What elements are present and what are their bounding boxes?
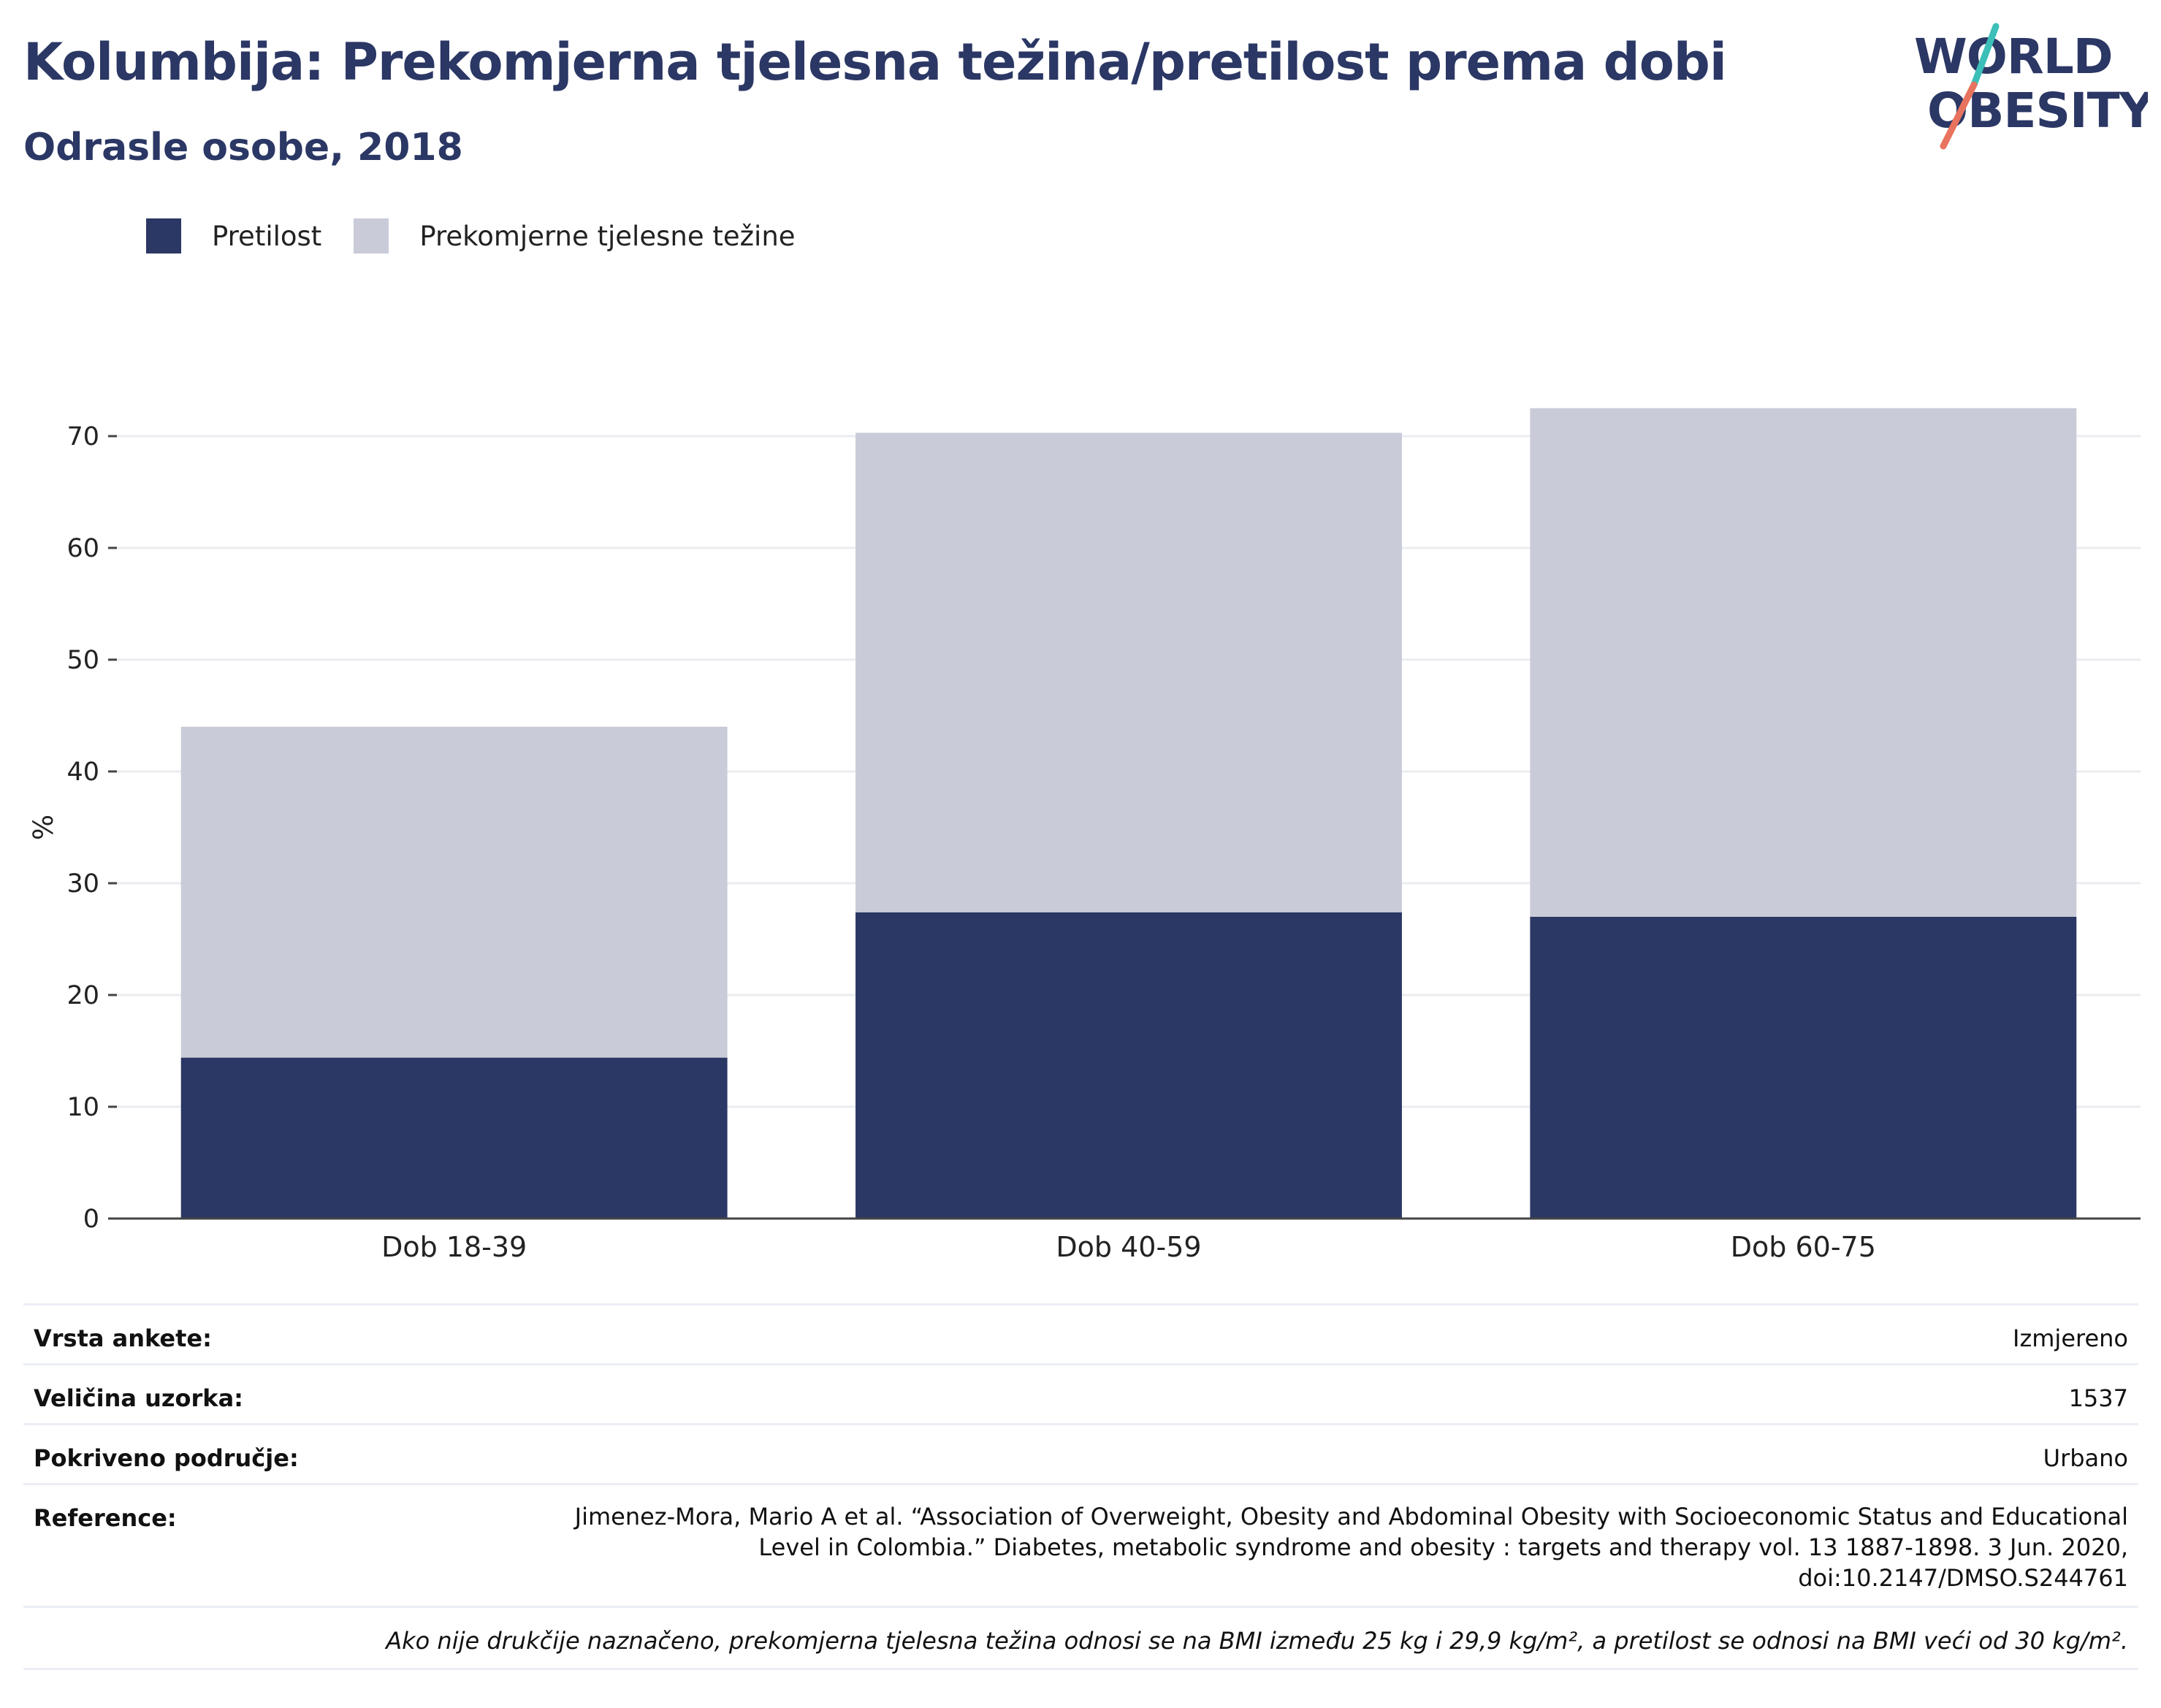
- chart-title: Kolumbija: Prekomjerna tjelesna težina/p…: [23, 32, 1727, 92]
- meta-row-coverage: Pokriveno područje: Urbano: [23, 1423, 2138, 1485]
- meta-row-survey-type: Vrsta ankete: Izmjereno: [23, 1303, 2138, 1365]
- y-tick-label-50: 50: [66, 646, 99, 675]
- meta-row-reference: Reference: Jimenez-Mora, Mario A et al. …: [23, 1483, 2138, 1608]
- logo-slash-bottom: [1940, 81, 1978, 150]
- meta-row-sample-size: Veličina uzorka: 1537: [23, 1363, 2138, 1425]
- legend-swatch-prekomjerne: [354, 218, 389, 253]
- legend-swatch-pretilost: [146, 218, 181, 253]
- y-tick-label-0: 0: [83, 1205, 99, 1234]
- x-tick-label-2: Dob 40-59: [1056, 1231, 1201, 1263]
- y-tick-label-20: 20: [66, 981, 99, 1010]
- bar-prekomjerne-2: [855, 432, 1402, 912]
- reference-value: Jimenez-Mora, Mario A et al. “Associatio…: [574, 1503, 2128, 1592]
- survey-metadata-table: Vrsta ankete: Izmjereno Veličina uzorka:…: [23, 1303, 2138, 1683]
- sample-size-value: 1537: [2068, 1384, 2128, 1412]
- logo-slash-top: [1970, 23, 2000, 88]
- y-tick-label-30: 30: [66, 869, 99, 899]
- stacked-bar-chart: 0 10 20 30 40 50 60 70% Dob 18-39 Dob 40-59 Dob 60…: [28, 408, 2141, 1263]
- coverage-value: Urbano: [2043, 1444, 2128, 1472]
- y-tick-label-60: 60: [66, 534, 99, 563]
- chart-subtitle: Odrasle osobe, 2018: [23, 126, 463, 169]
- logo-word-world: WORLD: [1914, 28, 2113, 85]
- world-obesity-logo: WORLD OBESITY: [1914, 23, 2148, 150]
- meta-row-footnote: Ako nije drukčije naznačeno, prekomjerna…: [23, 1606, 2138, 1670]
- chart-legend: Pretilost Prekomjerne tjelesne težine: [146, 216, 828, 256]
- bar-pretilost-2: [855, 912, 1402, 1219]
- bar-pretilost-1: [180, 1057, 728, 1219]
- survey-type-value: Izmjereno: [2013, 1324, 2128, 1352]
- y-tick-label-10: 10: [66, 1093, 99, 1122]
- bar-pretilost-3: [1530, 916, 2077, 1219]
- legend-item-prekomjerne[interactable]: Prekomjerne tjelesne težine: [354, 218, 796, 253]
- reference-label: Reference:: [34, 1504, 177, 1532]
- legend-item-pretilost[interactable]: Pretilost: [146, 218, 321, 253]
- survey-type-label: Vrsta ankete:: [34, 1324, 212, 1352]
- footnote-text: Ako nije drukčije naznačeno, prekomjerna…: [386, 1627, 2128, 1655]
- bar-prekomjerne-3: [1530, 408, 2077, 917]
- y-tick-label-70: 70: [66, 422, 99, 451]
- x-tick-label-3: Dob 60-75: [1731, 1231, 1876, 1263]
- y-axis-label: %: [28, 815, 59, 840]
- coverage-label: Pokriveno područje:: [34, 1444, 299, 1472]
- legend-label-pretilost: Pretilost: [212, 220, 322, 252]
- bar-prekomjerne-1: [180, 726, 728, 1058]
- sample-size-label: Veličina uzorka:: [34, 1384, 243, 1412]
- x-tick-label-1: Dob 18-39: [381, 1231, 527, 1263]
- y-tick-label-40: 40: [66, 758, 99, 787]
- legend-label-prekomjerne: Prekomjerne tjelesne težine: [419, 220, 796, 252]
